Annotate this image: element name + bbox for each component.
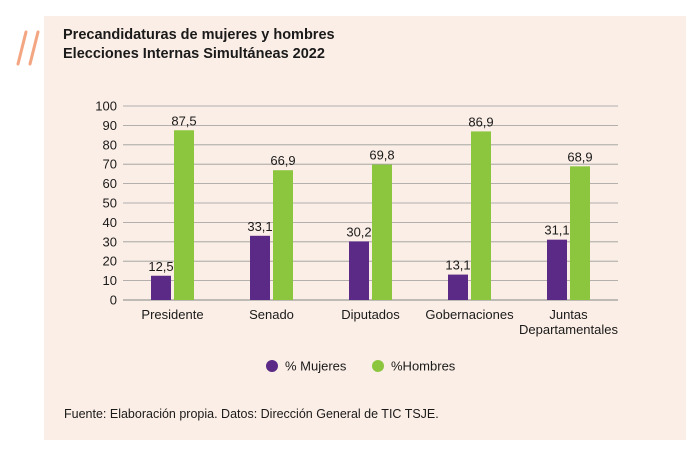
y-tick-label: 40	[103, 215, 117, 230]
y-tick-label: 10	[103, 273, 117, 288]
y-tick-label: 80	[103, 137, 117, 152]
data-label: 86,9	[468, 114, 493, 129]
y-tick-label: 0	[110, 293, 117, 308]
chart-title: Precandidaturas de mujeres y hombres Ele…	[63, 26, 335, 63]
decorative-slashes-icon	[16, 30, 40, 66]
bar-mujeres	[547, 239, 567, 300]
x-tick-label: Senado	[249, 307, 294, 322]
y-tick-label: 60	[103, 176, 117, 191]
bar-mujeres	[349, 241, 369, 300]
bar-hombres	[471, 131, 491, 300]
data-label: 66,9	[270, 153, 295, 168]
legend-label: %Hombres	[391, 359, 456, 374]
y-tick-label: 70	[103, 157, 117, 172]
bar-mujeres	[250, 235, 270, 300]
x-tick-label: Diputados	[341, 307, 400, 322]
bar-hombres	[273, 170, 293, 300]
data-label: 30,2	[346, 224, 371, 239]
data-label: 31,1	[544, 223, 569, 238]
data-label: 33,1	[247, 219, 272, 234]
legend-marker-hombres	[372, 360, 384, 372]
data-label: 69,8	[369, 148, 394, 163]
data-label: 12,5	[148, 259, 173, 274]
source-note: Fuente: Elaboración propia. Datos: Direc…	[64, 407, 439, 421]
data-label: 87,5	[171, 113, 196, 128]
x-tick-label: Juntas	[549, 307, 588, 322]
bar-hombres	[570, 166, 590, 300]
bar-hombres	[372, 164, 392, 300]
x-tick-label: Gobernaciones	[425, 307, 514, 322]
y-tick-label: 30	[103, 234, 117, 249]
x-tick-label: Presidente	[141, 307, 203, 322]
data-label: 13,1	[445, 258, 470, 273]
chart-title-line-2: Elecciones Internas Simultáneas 2022	[63, 45, 325, 62]
y-tick-label: 50	[103, 196, 117, 211]
bar-mujeres	[448, 274, 468, 300]
y-tick-label: 20	[103, 254, 117, 269]
data-label: 68,9	[567, 149, 592, 164]
y-tick-label: 100	[95, 99, 117, 114]
bar-mujeres	[151, 275, 171, 300]
bar-hombres	[174, 130, 194, 300]
legend-marker-mujeres	[266, 360, 278, 372]
chart-title-line-1: Precandidaturas de mujeres y hombres	[63, 27, 335, 43]
legend-label: % Mujeres	[285, 359, 347, 374]
x-tick-label: Departamentales	[519, 322, 618, 337]
y-tick-label: 90	[103, 118, 117, 133]
